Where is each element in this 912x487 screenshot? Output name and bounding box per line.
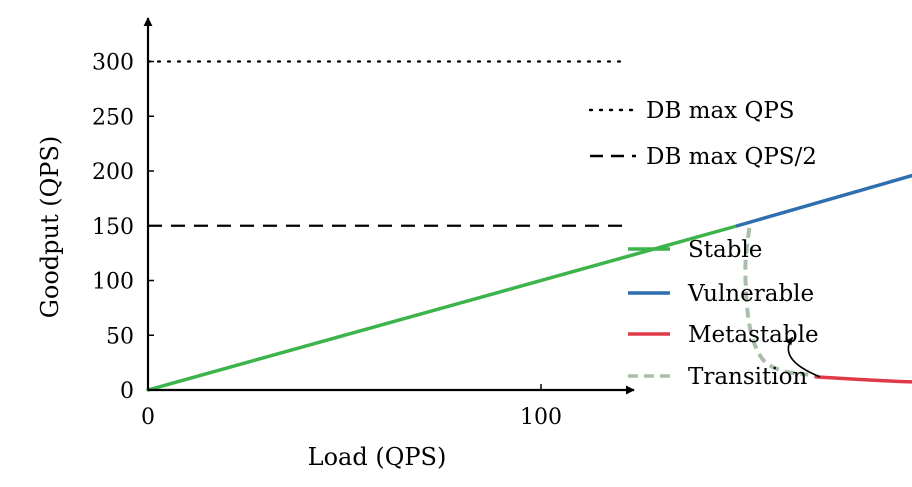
y-tick-label: 50 (106, 324, 134, 349)
y-tick-label: 200 (92, 160, 134, 185)
x-tick-label: 100 (520, 405, 562, 430)
reference-lines (146, 60, 624, 227)
transition-arrow-1 (785, 336, 821, 378)
legend-label-transition: Transition (688, 364, 807, 390)
series-metastable-line (814, 375, 912, 384)
legend: DB max QPS DB max QPS/2 Stable Vulnerable Me… (588, 98, 819, 390)
annotations (785, 336, 821, 378)
y-tick-label: 150 (92, 215, 134, 240)
series-layer (146, 173, 912, 392)
axes (143, 17, 635, 395)
legend-label-metastable: Metastable (688, 322, 819, 348)
legend-label-db-max-qps-half: DB max QPS/2 (646, 144, 817, 170)
ticks: 0100200300050100150200250300 (92, 51, 562, 431)
y-axis-title: Goodput (QPS) (36, 136, 64, 319)
legend-label-db-max-qps: DB max QPS (646, 98, 795, 124)
legend-label-vulnerable: Vulnerable (687, 281, 814, 307)
series-vulnerable-line (735, 173, 912, 228)
series-stable-line (146, 224, 740, 392)
legend-label-stable: Stable (688, 237, 762, 263)
x-tick-label: 0 (141, 405, 155, 430)
x-axis-title: Load (QPS) (308, 443, 447, 471)
series-transition-line-1 (743, 227, 809, 377)
y-tick-label: 250 (92, 105, 134, 130)
y-tick-label: 100 (92, 270, 134, 295)
y-tick-label: 0 (120, 379, 134, 404)
y-tick-label: 300 (92, 51, 134, 76)
